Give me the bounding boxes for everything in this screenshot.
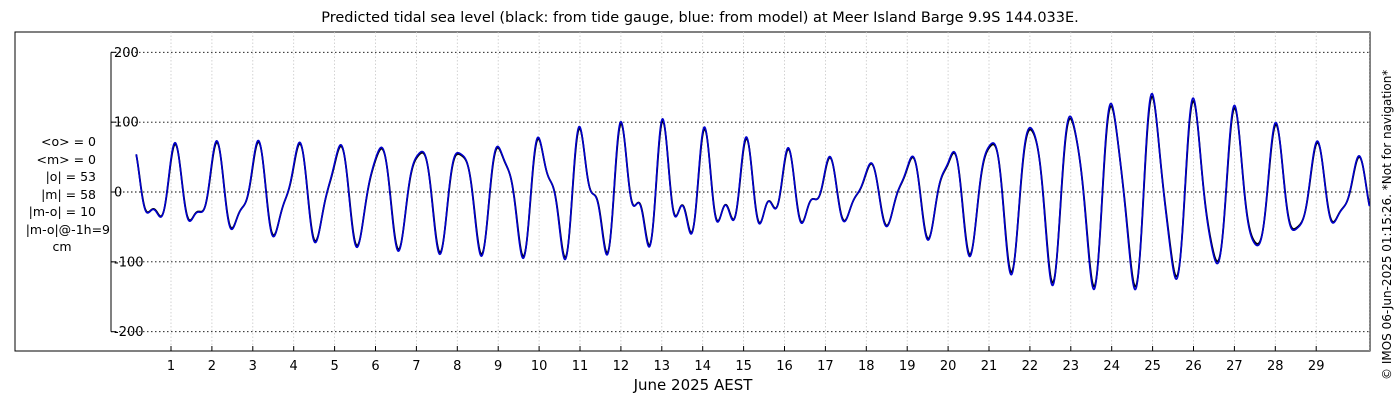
stat-abs-model: |m| = 58 [41,186,96,202]
x-tick-label: 29 [1308,359,1325,374]
x-tick-label: 1 [167,359,175,374]
x-tick-label: 7 [412,359,420,374]
x-tick-label: 20 [940,359,957,374]
x-tick-label: 26 [1185,359,1202,374]
grid [111,32,1370,351]
plot-frame [14,31,1371,352]
series-line-model [135,92,1371,291]
x-tick-label: 3 [249,359,257,374]
x-tick-label: 24 [1103,359,1120,374]
stat-abs-obs: |o| = 53 [45,169,96,184]
stat-abs-diff-lag: |m-o|@-1h=9 [25,221,110,237]
stats-panel: <o> = 0 <m> = 0 |o| = 53 |m| = 58 |m-o| … [14,133,110,256]
x-tick-label: 19 [899,359,916,374]
x-tick-label: 9 [494,359,502,374]
y-axis: -200 -100 0 100 200 [110,46,144,340]
x-tick-label: 4 [290,359,298,374]
x-axis: 1 2 3 4 5 6 7 8 9 10 11 12 13 14 15 16 17 18 19 20 21 22 23 24 2… [167,346,1325,374]
stat-mean-model: <m> = 0 [36,151,97,167]
stat-mean-obs: <o> = 0 [41,134,96,149]
y-tick-label: 200 [114,46,139,61]
x-tick-label: 12 [613,359,630,374]
x-tick-label: 18 [858,359,875,374]
x-tick-label: 11 [572,359,589,374]
stat-unit: cm [52,239,72,254]
copyright-notice: © IMOS 06-Jun-2025 01:15:26. *Not for na… [1380,69,1394,380]
x-tick-label: 2 [208,359,216,374]
stat-abs-diff: |m-o| = 10 [28,204,96,219]
x-tick-label: 23 [1063,359,1080,374]
x-tick-label: 21 [981,359,998,374]
series-lines [135,92,1371,291]
x-tick-label: 5 [330,359,338,374]
x-tick-label: 22 [1022,359,1039,374]
x-tick-label: 15 [735,359,752,374]
x-tick-label: 16 [776,359,793,374]
x-tick-label: 8 [453,359,461,374]
y-tick-label: -200 [114,325,144,340]
x-tick-label: 17 [817,359,834,374]
x-axis-label: June 2025 AEST [633,376,753,394]
x-tick-label: 10 [531,359,548,374]
chart-title: Predicted tidal sea level (black: from t… [321,10,1079,26]
x-tick-label: 14 [694,359,711,374]
x-tick-label: 13 [654,359,671,374]
x-tick-label: 25 [1144,359,1161,374]
x-tick-label: 28 [1267,359,1284,374]
y-tick-label: 100 [114,116,139,131]
y-tick-label: -100 [114,255,144,270]
y-tick-label: 0 [114,186,122,201]
x-tick-label: 6 [371,359,379,374]
x-tick-label: 27 [1226,359,1243,374]
